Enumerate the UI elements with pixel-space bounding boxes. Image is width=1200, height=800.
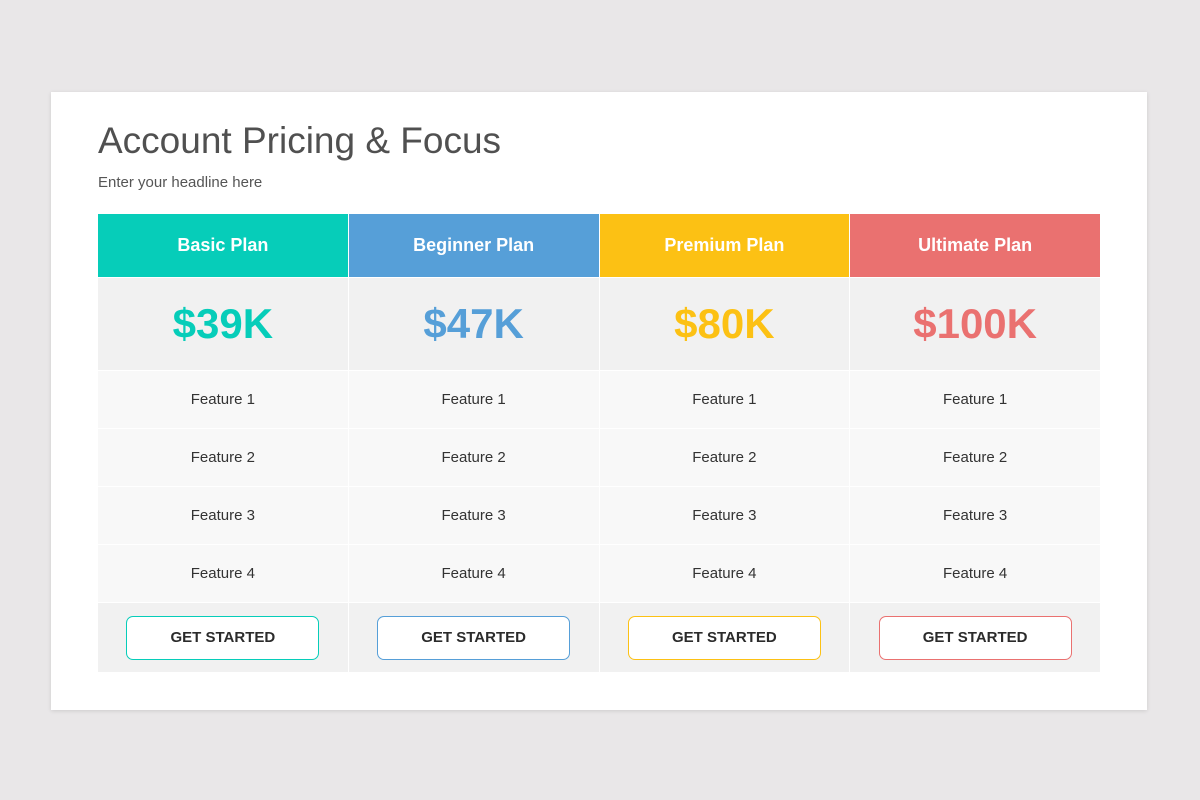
feature-row: Feature 1 xyxy=(98,371,348,428)
feature-row: Feature 1 xyxy=(850,371,1100,428)
plan-header: Ultimate Plan xyxy=(850,214,1100,277)
plan-price: $80K xyxy=(599,278,850,370)
pricing-table: Basic Plan $39K Feature 1 Feature 2 Feat… xyxy=(98,214,1100,672)
plan-column: Premium Plan $80K Feature 1 Feature 2 Fe… xyxy=(599,214,850,672)
feature-row: Feature 1 xyxy=(599,371,850,428)
get-started-button[interactable]: GET STARTED xyxy=(377,615,571,660)
feature-row: Feature 2 xyxy=(348,429,599,486)
plan-column: Beginner Plan $47K Feature 1 Feature 2 F… xyxy=(348,214,599,672)
plan-price: $39K xyxy=(98,278,348,370)
slide-card: Account Pricing & Focus Enter your headl… xyxy=(51,92,1147,710)
plan-footer: GET STARTED xyxy=(348,603,599,672)
feature-row: Feature 4 xyxy=(98,545,348,602)
get-started-button[interactable]: GET STARTED xyxy=(878,615,1072,660)
feature-row: Feature 3 xyxy=(348,487,599,544)
plan-price: $100K xyxy=(850,278,1100,370)
page-subtitle: Enter your headline here xyxy=(98,174,263,191)
feature-row: Feature 4 xyxy=(850,545,1100,602)
page-title: Account Pricing & Focus xyxy=(98,120,502,161)
feature-row: Feature 3 xyxy=(850,487,1100,544)
plan-footer: GET STARTED xyxy=(98,603,348,672)
feature-row: Feature 2 xyxy=(98,429,348,486)
plan-name: Beginner Plan xyxy=(413,235,535,255)
plan-column: Basic Plan $39K Feature 1 Feature 2 Feat… xyxy=(98,214,348,672)
plan-name: Premium Plan xyxy=(664,235,785,255)
feature-row: Feature 3 xyxy=(98,487,348,544)
plan-header: Basic Plan xyxy=(98,214,348,277)
get-started-button[interactable]: GET STARTED xyxy=(126,615,320,660)
plan-footer: GET STARTED xyxy=(599,603,850,672)
feature-row: Feature 2 xyxy=(850,429,1100,486)
plan-header: Premium Plan xyxy=(599,214,850,277)
feature-row: Feature 1 xyxy=(348,371,599,428)
get-started-button[interactable]: GET STARTED xyxy=(627,615,821,660)
plan-footer: GET STARTED xyxy=(850,603,1100,672)
feature-row: Feature 4 xyxy=(599,545,850,602)
plan-name: Ultimate Plan xyxy=(918,235,1033,255)
feature-row: Feature 2 xyxy=(599,429,850,486)
plan-price: $47K xyxy=(348,278,599,370)
feature-row: Feature 3 xyxy=(599,487,850,544)
plan-header: Beginner Plan xyxy=(348,214,599,277)
plan-name: Basic Plan xyxy=(177,235,269,255)
feature-row: Feature 4 xyxy=(348,545,599,602)
plan-column: Ultimate Plan $100K Feature 1 Feature 2 … xyxy=(850,214,1100,672)
